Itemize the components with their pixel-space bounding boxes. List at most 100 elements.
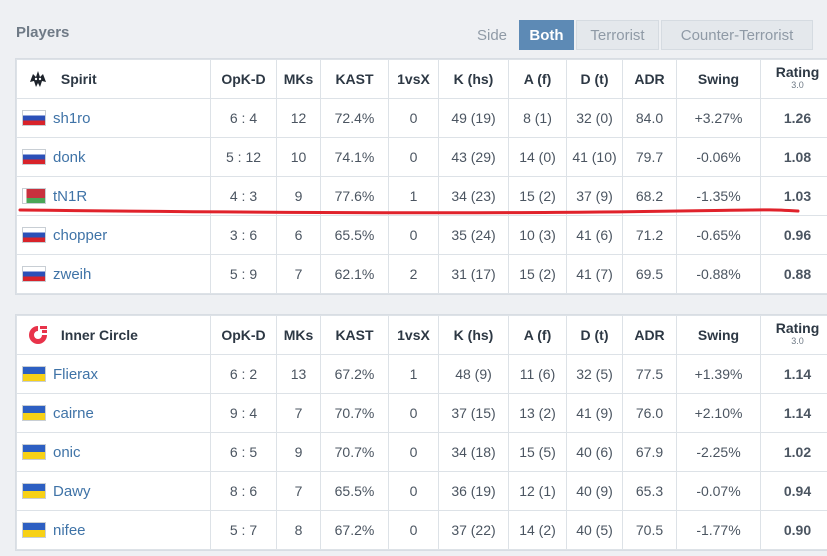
swing-value: +1.39%	[676, 354, 761, 394]
col-mks: MKs	[276, 315, 321, 355]
rating-value: 1.14	[760, 393, 827, 433]
rating-value: 0.94	[760, 471, 827, 511]
swing-value: -0.65%	[676, 215, 761, 255]
col-opkd: OpK-D	[210, 315, 277, 355]
player-link[interactable]: onic	[53, 443, 81, 461]
players-header: Players Side Both Terrorist Counter-Terr…	[0, 0, 827, 60]
swing-value: +2.10%	[676, 393, 761, 433]
table-row: sh1ro 6 : 4 12 72.4% 0 49 (19) 8 (1) 32 …	[16, 98, 827, 138]
onevx-value: 2	[388, 254, 439, 294]
player-link[interactable]: donk	[53, 148, 86, 166]
adr-value: 69.5	[622, 254, 677, 294]
table-row: onic 6 : 5 9 70.7% 0 34 (18) 15 (5) 40 (…	[16, 432, 827, 472]
kast-value: 65.5%	[320, 471, 389, 511]
table-header-row: Spirit OpK-D MKs KAST 1vsX K (hs) A (f) …	[16, 59, 827, 99]
player-cell: nifee	[16, 510, 211, 550]
mks-value: 7	[276, 393, 321, 433]
khs-value: 36 (19)	[438, 471, 509, 511]
player-cell: sh1ro	[16, 98, 211, 138]
adr-value: 76.0	[622, 393, 677, 433]
opkd-value: 8 : 6	[210, 471, 277, 511]
kast-value: 67.2%	[320, 354, 389, 394]
ukraine-flag-icon	[23, 367, 45, 382]
col-opkd: OpK-D	[210, 59, 277, 99]
adr-value: 68.2	[622, 176, 677, 216]
ukraine-flag-icon	[23, 523, 45, 538]
dt-value: 41 (9)	[566, 393, 623, 433]
khs-value: 48 (9)	[438, 354, 509, 394]
khs-value: 34 (23)	[438, 176, 509, 216]
onevx-value: 0	[388, 98, 439, 138]
opkd-value: 4 : 3	[210, 176, 277, 216]
adr-value: 71.2	[622, 215, 677, 255]
col-swing: Swing	[676, 59, 761, 99]
player-link[interactable]: zweih	[53, 265, 92, 283]
khs-value: 37 (15)	[438, 393, 509, 433]
onevx-value: 0	[388, 137, 439, 177]
col-dt: D (t)	[566, 59, 623, 99]
russia-flag-icon	[23, 267, 45, 282]
col-khs: K (hs)	[438, 315, 509, 355]
rating-value: 1.08	[760, 137, 827, 177]
swing-value: -2.25%	[676, 432, 761, 472]
onevx-value: 1	[388, 354, 439, 394]
player-link[interactable]: sh1ro	[53, 109, 91, 127]
khs-value: 31 (17)	[438, 254, 509, 294]
player-link[interactable]: cairne	[53, 404, 94, 422]
player-link[interactable]: Flierax	[53, 365, 99, 383]
onevx-value: 1	[388, 176, 439, 216]
player-link[interactable]: Dawy	[53, 482, 91, 500]
af-value: 11 (6)	[508, 354, 567, 394]
side-counter-terrorist-button[interactable]: Counter-Terrorist	[661, 20, 813, 50]
opkd-value: 6 : 4	[210, 98, 277, 138]
af-value: 13 (2)	[508, 393, 567, 433]
table-row: tN1R 4 : 3 9 77.6% 1 34 (23) 15 (2) 37 (…	[16, 176, 827, 216]
ukraine-flag-icon	[23, 484, 45, 499]
opkd-value: 5 : 7	[210, 510, 277, 550]
rating-version: 3.0	[791, 80, 804, 90]
mks-value: 6	[276, 215, 321, 255]
onevx-value: 0	[388, 471, 439, 511]
player-cell: zweih	[16, 254, 211, 294]
russia-flag-icon	[23, 228, 45, 243]
khs-value: 34 (18)	[438, 432, 509, 472]
onevx-value: 0	[388, 393, 439, 433]
opkd-value: 6 : 2	[210, 354, 277, 394]
mks-value: 9	[276, 432, 321, 472]
col-khs: K (hs)	[438, 59, 509, 99]
spirit-logo-icon	[30, 71, 46, 87]
player-link[interactable]: chopper	[53, 226, 108, 244]
side-terrorist-button[interactable]: Terrorist	[576, 20, 659, 50]
dt-value: 41 (7)	[566, 254, 623, 294]
team-header: Spirit	[16, 59, 211, 99]
section-title: Players	[16, 24, 70, 41]
swing-value: +3.27%	[676, 98, 761, 138]
table-row: donk 5 : 12 10 74.1% 0 43 (29) 14 (0) 41…	[16, 137, 827, 177]
player-link[interactable]: tN1R	[53, 187, 88, 205]
table-row: Flierax 6 : 2 13 67.2% 1 48 (9) 11 (6) 3…	[16, 354, 827, 394]
col-af: A (f)	[508, 59, 567, 99]
af-value: 15 (2)	[508, 254, 567, 294]
side-both-button[interactable]: Both	[519, 20, 574, 50]
col-rating: Rating 3.0	[760, 315, 827, 355]
adr-value: 79.7	[622, 137, 677, 177]
dt-value: 40 (5)	[566, 510, 623, 550]
rating-label: Rating	[775, 64, 820, 80]
col-dt: D (t)	[566, 315, 623, 355]
col-kast: KAST	[320, 59, 389, 99]
team-name: Spirit	[60, 71, 97, 87]
player-cell: Flierax	[16, 354, 211, 394]
dt-value: 32 (0)	[566, 98, 623, 138]
mks-value: 13	[276, 354, 321, 394]
dt-value: 41 (10)	[566, 137, 623, 177]
kast-value: 70.7%	[320, 432, 389, 472]
table-row: nifee 5 : 7 8 67.2% 0 37 (22) 14 (2) 40 …	[16, 510, 827, 550]
rating-value: 0.96	[760, 215, 827, 255]
adr-value: 84.0	[622, 98, 677, 138]
swing-value: -1.77%	[676, 510, 761, 550]
af-value: 14 (2)	[508, 510, 567, 550]
player-link[interactable]: nifee	[53, 521, 86, 539]
adr-value: 67.9	[622, 432, 677, 472]
col-1vsx: 1vsX	[388, 59, 439, 99]
onevx-value: 0	[388, 215, 439, 255]
